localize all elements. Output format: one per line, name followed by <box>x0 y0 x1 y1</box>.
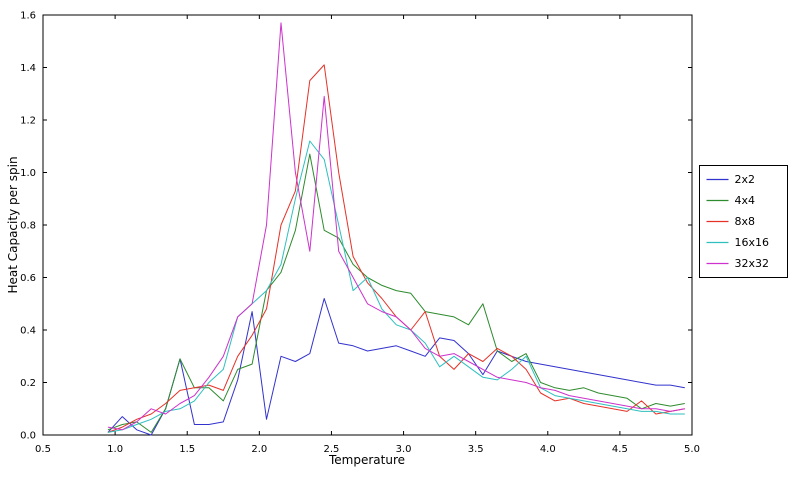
x-tick-label: 3.0 <box>396 444 412 455</box>
y-tick-label: 0.4 <box>20 326 36 337</box>
x-tick-label: 3.5 <box>468 444 484 455</box>
x-tick-label: 5.0 <box>684 444 700 455</box>
series-line-2x2 <box>107 298 685 436</box>
legend-entry: 8x8 <box>706 215 756 228</box>
legend-label: 16x16 <box>735 236 770 249</box>
series-line-8x8 <box>107 64 685 433</box>
y-tick-label: 1.2 <box>20 116 36 127</box>
legend-label: 32x32 <box>735 257 770 270</box>
legend-label: 8x8 <box>735 215 756 228</box>
x-tick-label: 4.0 <box>540 444 556 455</box>
y-tick-label: 0.0 <box>20 431 36 442</box>
legend-entry: 16x16 <box>706 236 770 249</box>
series-line-16x16 <box>107 140 685 433</box>
y-tick-label: 1.4 <box>20 63 36 74</box>
plot-frame <box>42 14 693 436</box>
y-tick-label: 0.8 <box>20 221 36 232</box>
x-tick-label: 2.0 <box>251 444 267 455</box>
y-tick-label: 1.0 <box>20 168 36 179</box>
legend-entry: 4x4 <box>706 194 756 207</box>
y-tick-label: 0.2 <box>20 378 36 389</box>
legend-entry: 2x2 <box>706 173 756 186</box>
legend-label: 4x4 <box>735 194 756 207</box>
series-line-4x4 <box>107 153 685 433</box>
x-tick-label: 0.5 <box>35 444 51 455</box>
x-tick-label: 1.5 <box>179 444 195 455</box>
x-tick-label: 2.5 <box>323 444 339 455</box>
y-tick-label: 1.6 <box>20 11 36 22</box>
legend-label: 2x2 <box>735 173 756 186</box>
x-tick-label: 1.0 <box>107 444 123 455</box>
series-line-32x32 <box>107 22 685 431</box>
x-tick-label: 4.5 <box>612 444 628 455</box>
x-axis-label: Temperature <box>328 453 406 467</box>
y-axis-label: Heat Capacity per spin <box>6 156 20 294</box>
y-tick-label: 0.6 <box>20 273 36 284</box>
legend-entry: 32x32 <box>706 257 770 270</box>
